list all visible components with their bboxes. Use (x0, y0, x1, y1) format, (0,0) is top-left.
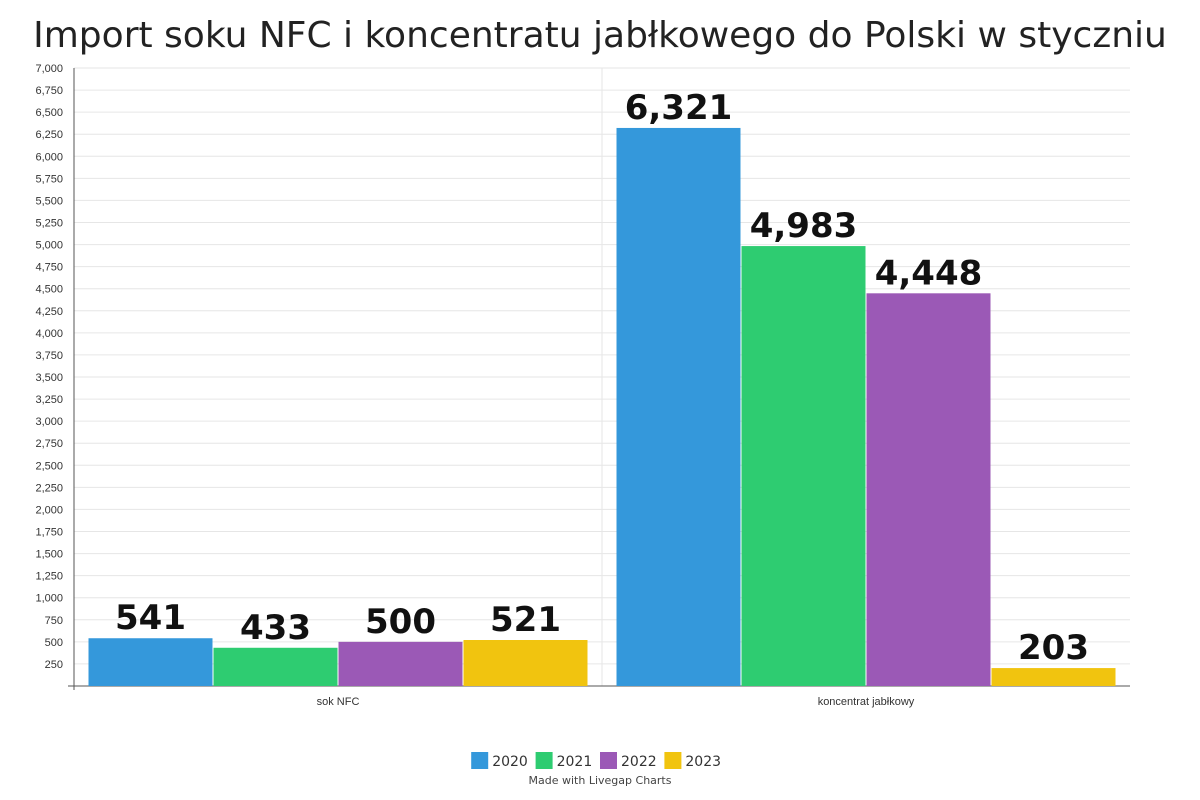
y-tick-label: 3,750 (35, 350, 63, 362)
y-tick-label: 6,500 (35, 107, 63, 119)
legend-label[interactable]: 2023 (685, 754, 721, 770)
y-tick-label: 6,750 (35, 85, 63, 97)
data-label: 4,983 (750, 206, 858, 246)
bar[interactable] (991, 668, 1116, 686)
legend-swatch[interactable] (471, 752, 489, 769)
y-tick-label: 1,250 (35, 571, 63, 583)
y-tick-label: 4,250 (35, 306, 63, 318)
legend-label[interactable]: 2022 (621, 754, 657, 770)
y-tick-label: 1,000 (35, 593, 63, 605)
data-label: 541 (115, 598, 186, 638)
y-tick-label: 3,250 (35, 394, 63, 406)
bar[interactable] (866, 293, 991, 686)
credit-text[interactable]: Made with Livegap Charts (529, 774, 672, 787)
legend-swatch[interactable] (535, 752, 553, 769)
data-label: 6,321 (625, 88, 733, 128)
data-label: 433 (240, 608, 311, 648)
x-category-label: sok NFC (317, 696, 360, 708)
data-labels: 541 433 500 521 6,321 4,983 4,448 203 (115, 88, 1089, 668)
data-label: 521 (490, 600, 561, 640)
bar[interactable] (88, 638, 213, 686)
legend-swatch[interactable] (664, 752, 682, 769)
y-tick-label: 2,500 (35, 460, 63, 472)
y-tick-label: 4,500 (35, 284, 63, 296)
x-axis-labels: sok NFC koncentrat jabłkowy (317, 696, 915, 708)
y-tick-label: 5,500 (35, 195, 63, 207)
y-tick-label: 6,000 (35, 151, 63, 163)
y-tick-label: 3,500 (35, 372, 63, 384)
y-tick-label: 2,750 (35, 438, 63, 450)
y-tick-label: 7,000 (35, 63, 63, 75)
data-label: 500 (365, 602, 436, 642)
y-tick-label: 1,500 (35, 549, 63, 561)
legend-swatch[interactable] (600, 752, 617, 769)
bar[interactable] (741, 246, 866, 687)
legend[interactable]: 2020 2021 2022 2023 (471, 752, 721, 770)
legend-label[interactable]: 2021 (557, 754, 593, 770)
y-tick-label: 750 (45, 615, 63, 627)
y-tick-label: 2,250 (35, 482, 63, 494)
y-tick-label: 5,750 (35, 173, 63, 185)
y-tick-label: 5,250 (35, 218, 63, 230)
bar[interactable] (616, 127, 741, 687)
bar[interactable] (338, 641, 463, 686)
bar[interactable] (463, 640, 588, 686)
y-tick-label: 250 (45, 659, 63, 671)
y-tick-label: 4,750 (35, 262, 63, 274)
bars (88, 127, 1116, 687)
chart-title: Import soku NFC i koncentratu jabłkowego… (33, 15, 1167, 56)
y-tick-label: 2,000 (35, 504, 63, 516)
y-tick-label: 1,750 (35, 527, 63, 539)
legend-label[interactable]: 2020 (492, 754, 528, 770)
y-tick-label: 6,250 (35, 129, 63, 141)
x-category-label: koncentrat jabłkowy (818, 696, 915, 708)
data-label: 4,448 (875, 253, 983, 293)
y-axis-ticks: 250 500 750 1,000 1,250 1,500 1,750 2,000 2,250 2… (35, 63, 63, 671)
y-tick-label: 5,000 (35, 240, 63, 252)
bar[interactable] (213, 647, 338, 686)
y-tick-label: 4,000 (35, 328, 63, 340)
y-tick-label: 500 (45, 637, 63, 649)
y-tick-label: 3,000 (35, 416, 63, 428)
data-label: 203 (1018, 628, 1089, 668)
